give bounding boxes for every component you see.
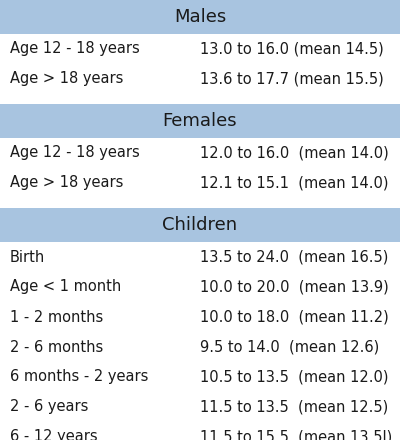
Text: 13.5 to 24.0  (mean 16.5): 13.5 to 24.0 (mean 16.5) bbox=[200, 249, 388, 264]
Bar bbox=[0, 94, 400, 104]
Bar bbox=[0, 104, 400, 138]
Bar bbox=[0, 208, 400, 242]
Text: Males: Males bbox=[174, 8, 226, 26]
Text: 1 - 2 months: 1 - 2 months bbox=[10, 309, 103, 324]
Bar bbox=[0, 362, 400, 392]
Text: 10.0 to 18.0  (mean 11.2): 10.0 to 18.0 (mean 11.2) bbox=[200, 309, 389, 324]
Text: 13.0 to 16.0 (mean 14.5): 13.0 to 16.0 (mean 14.5) bbox=[200, 41, 384, 56]
Bar bbox=[0, 168, 400, 198]
Bar bbox=[0, 0, 400, 34]
Text: 6 - 12 years: 6 - 12 years bbox=[10, 429, 98, 440]
Bar bbox=[0, 34, 400, 64]
Bar bbox=[0, 64, 400, 94]
Text: 11.5 to 13.5  (mean 12.5): 11.5 to 13.5 (mean 12.5) bbox=[200, 400, 388, 414]
Bar bbox=[0, 242, 400, 272]
Text: Birth: Birth bbox=[10, 249, 45, 264]
Text: 10.5 to 13.5  (mean 12.0): 10.5 to 13.5 (mean 12.0) bbox=[200, 370, 388, 385]
Text: Age 12 - 18 years: Age 12 - 18 years bbox=[10, 41, 140, 56]
Bar bbox=[0, 138, 400, 168]
Text: 12.0 to 16.0  (mean 14.0): 12.0 to 16.0 (mean 14.0) bbox=[200, 146, 389, 161]
Bar bbox=[0, 422, 400, 440]
Bar bbox=[0, 392, 400, 422]
Text: Females: Females bbox=[163, 112, 237, 130]
Bar bbox=[0, 272, 400, 302]
Bar bbox=[0, 198, 400, 208]
Text: Children: Children bbox=[162, 216, 238, 234]
Text: Age < 1 month: Age < 1 month bbox=[10, 279, 121, 294]
Text: 2 - 6 months: 2 - 6 months bbox=[10, 340, 103, 355]
Text: Age > 18 years: Age > 18 years bbox=[10, 71, 123, 87]
Text: 13.6 to 17.7 (mean 15.5): 13.6 to 17.7 (mean 15.5) bbox=[200, 71, 384, 87]
Text: 9.5 to 14.0  (mean 12.6): 9.5 to 14.0 (mean 12.6) bbox=[200, 340, 379, 355]
Bar bbox=[0, 332, 400, 362]
Text: Age 12 - 18 years: Age 12 - 18 years bbox=[10, 146, 140, 161]
Text: 12.1 to 15.1  (mean 14.0): 12.1 to 15.1 (mean 14.0) bbox=[200, 176, 388, 191]
Text: 2 - 6 years: 2 - 6 years bbox=[10, 400, 88, 414]
Text: Age > 18 years: Age > 18 years bbox=[10, 176, 123, 191]
Text: 10.0 to 20.0  (mean 13.9): 10.0 to 20.0 (mean 13.9) bbox=[200, 279, 389, 294]
Text: 6 months - 2 years: 6 months - 2 years bbox=[10, 370, 148, 385]
Bar bbox=[0, 302, 400, 332]
Text: 11.5 to 15.5  (mean 13.5l): 11.5 to 15.5 (mean 13.5l) bbox=[200, 429, 392, 440]
